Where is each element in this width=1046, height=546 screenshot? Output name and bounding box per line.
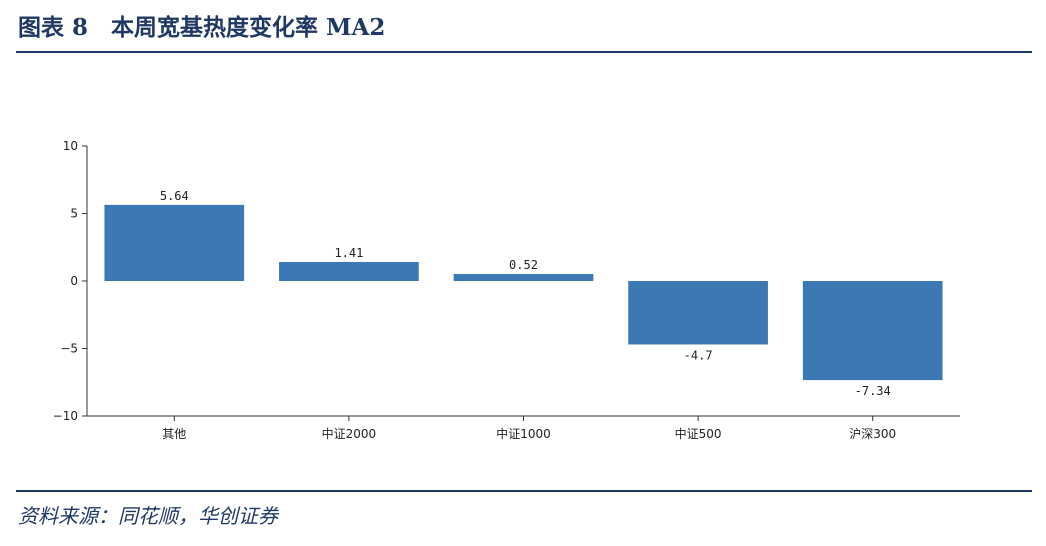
top-divider	[16, 51, 1032, 53]
y-tick-label: −5	[60, 342, 78, 356]
data-label: 0.52	[509, 258, 538, 272]
source-note: 资料来源：同花顺，华创证券	[18, 504, 278, 528]
y-tick-label: 0	[70, 274, 78, 288]
y-tick-label: −10	[53, 409, 78, 423]
y-tick-label: 5	[70, 207, 78, 221]
bar	[802, 281, 943, 381]
y-tick-label: 10	[63, 139, 78, 153]
x-tick-label: 中证1000	[496, 426, 551, 441]
data-label: 1.41	[334, 246, 363, 260]
x-tick-label: 其他	[162, 427, 186, 441]
data-label: -7.34	[855, 384, 891, 398]
bar	[628, 281, 768, 345]
chart-axes: 10 5 0 −5 −10	[53, 139, 960, 423]
data-label: 5.64	[160, 189, 189, 203]
bottom-divider	[16, 490, 1032, 492]
chart-labels: 其他 5.64 中证2000 1.41 中证1000 0.52 中证500 -4.7 沪深300…	[160, 189, 896, 441]
bar	[104, 204, 245, 281]
bar	[279, 261, 419, 281]
figure-title: 图表 8 本周宽基热度变化率 MA2	[18, 14, 386, 41]
x-tick-label: 中证500	[675, 426, 722, 441]
chart-bars	[104, 204, 943, 381]
x-tick-label: 沪深300	[849, 427, 896, 441]
x-tick-label: 中证2000	[322, 426, 377, 441]
bar	[453, 273, 594, 281]
data-label: -4.7	[684, 348, 713, 362]
